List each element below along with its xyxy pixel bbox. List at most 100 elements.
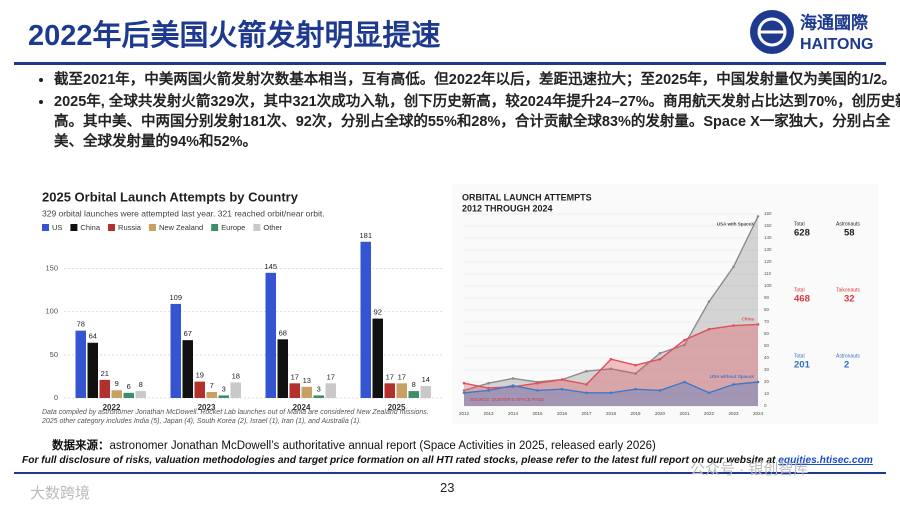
point	[707, 300, 711, 303]
value-label: 3	[317, 384, 321, 393]
logo-cn: 海通國際	[800, 12, 869, 32]
value-label: 19	[196, 371, 204, 380]
value-label: 17	[386, 372, 394, 381]
value-label: 109	[169, 293, 182, 302]
bar	[218, 395, 229, 398]
bar	[301, 386, 312, 398]
bar	[396, 383, 407, 398]
value-label: 181	[359, 231, 372, 240]
bar	[277, 339, 288, 398]
chart-background	[452, 184, 878, 424]
bar	[206, 391, 217, 398]
chart-source: SOURCE: GUNTER'S SPACE PAGE	[470, 397, 544, 402]
value-label: 6	[127, 382, 131, 391]
panel-value1: 201	[794, 360, 811, 371]
series-area	[464, 324, 758, 406]
y-tick-label: 80	[764, 307, 770, 312]
logo-en: HAITONG	[800, 36, 873, 53]
point	[585, 383, 588, 386]
value-label: 8	[412, 380, 416, 389]
point	[560, 378, 564, 381]
point	[683, 380, 686, 384]
series-label: China	[741, 317, 754, 322]
title-rule	[14, 62, 886, 65]
bullet-list: 截至2021年，中美两国火箭发射次数基本相当，互有高低。但2022年以后，差距迅…	[18, 70, 900, 154]
bullet: 2025年, 全球共发射火箭329次，其中321次成功入轨，创下历史新高，较20…	[54, 92, 900, 152]
bar	[230, 382, 241, 398]
logo: 海通國際 HAITONG	[750, 10, 873, 54]
legend-label: China	[80, 223, 100, 232]
point	[683, 343, 686, 347]
bar	[170, 303, 181, 398]
x-tick-label: 2024	[753, 411, 764, 416]
y-tick-label: 40	[764, 355, 770, 360]
point	[462, 391, 466, 395]
chart-note-box: Data compiled by astronomer Jonathan McD…	[42, 409, 429, 425]
point	[732, 324, 735, 327]
point	[609, 367, 613, 371]
bottom-rule	[14, 472, 886, 474]
y-tick-label: 10	[764, 391, 770, 396]
x-tick-label: 2019	[630, 411, 641, 416]
source: 数据来源：astronomer Jonathan McDowell’s auth…	[52, 437, 656, 453]
x-tick-label: 2023	[198, 403, 216, 412]
x-tick-label: 2016	[557, 411, 568, 416]
point	[634, 363, 637, 367]
y-tick-label: 90	[764, 295, 770, 300]
x-tick-label: 2012	[459, 411, 470, 416]
x-tick-label: 2025	[388, 403, 406, 412]
legend-swatch	[42, 224, 49, 231]
bullet: 截至2021年，中美两国火箭发射次数基本相当，互有高低。但2022年以后，差距迅…	[54, 70, 900, 90]
point	[683, 338, 686, 342]
source-label: 数据来源：	[52, 440, 110, 452]
value-label: 145	[264, 262, 277, 271]
value-label: 18	[232, 371, 240, 380]
value-label: 68	[279, 328, 287, 337]
y-tick-label: 150	[764, 223, 772, 228]
y-tick-label: 110	[764, 271, 772, 276]
panel-label1: Total	[794, 353, 805, 359]
legend-swatch	[253, 224, 261, 231]
value-label: 9	[115, 379, 119, 388]
watermark: 公众号 · 银创智库	[690, 461, 809, 478]
point	[756, 215, 760, 218]
value-label: 21	[101, 369, 109, 378]
bar	[111, 390, 122, 398]
y-tick-label: 150	[45, 264, 58, 273]
y-tick-label: 0	[54, 393, 58, 402]
chart-title: ORBITAL LAUNCH ATTEMPTS	[462, 192, 592, 202]
x-tick-label: 2024	[293, 403, 311, 412]
x-tick-label: 2021	[679, 411, 690, 416]
chart-subtitle: 2012 THROUGH 2024	[462, 203, 553, 213]
y-tick-label: 60	[764, 331, 770, 336]
legend-label: New Zealand	[159, 223, 203, 232]
value-label: 67	[184, 329, 192, 338]
bar	[408, 391, 419, 398]
point	[462, 389, 466, 392]
legend-swatch	[70, 224, 78, 231]
legend-label: Other	[263, 223, 282, 232]
chart-subtitle: 329 orbital launches were attempted last…	[42, 208, 325, 218]
point	[536, 381, 539, 385]
disclaimer-link[interactable]: equities.htisec.com	[778, 455, 873, 466]
panel-label2: Astronauts	[836, 221, 860, 227]
bar	[289, 383, 300, 398]
x-tick-label: 2022	[704, 411, 715, 416]
x-tick-label: 2015	[532, 411, 543, 416]
point	[658, 351, 662, 355]
y-tick-label: 0	[764, 403, 767, 408]
value-label: 8	[139, 380, 143, 389]
point	[511, 377, 515, 380]
bar	[372, 318, 383, 398]
bar	[182, 340, 193, 398]
bar	[194, 381, 205, 398]
point	[487, 389, 490, 392]
value-label: 92	[374, 308, 382, 317]
y-tick-label: 50	[764, 343, 770, 348]
point	[658, 389, 662, 392]
x-tick-label: 2013	[483, 411, 494, 416]
panel-value1: 468	[794, 294, 810, 305]
point	[487, 381, 490, 385]
bar	[420, 385, 431, 398]
point	[658, 357, 662, 361]
